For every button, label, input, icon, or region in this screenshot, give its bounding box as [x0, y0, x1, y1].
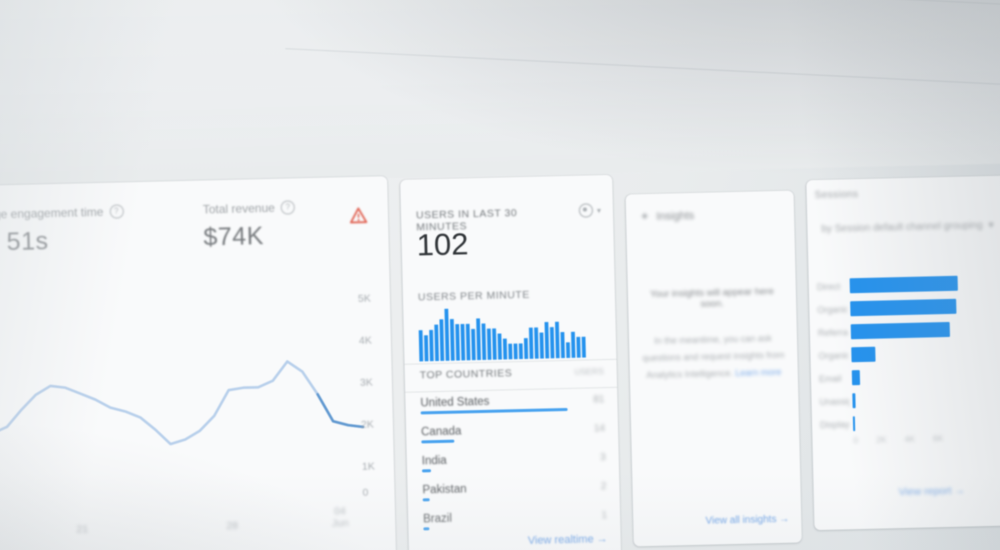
- channel-bar: [850, 321, 951, 340]
- metric-total-revenue: Total revenue ? $74K: [203, 200, 296, 252]
- channel-row: Organic Search: [817, 295, 1000, 317]
- x-axis-tick: 21: [76, 523, 89, 536]
- country-bar: [421, 469, 432, 473]
- y-axis-tick: 4K: [358, 334, 372, 347]
- insights-body: Your insights will appear here soon. In …: [638, 286, 788, 385]
- channel-label: Organic Social: [818, 349, 849, 361]
- channel-x-tick: 6K: [932, 433, 944, 444]
- top-countries-list: United States 81 Canada 14: [420, 393, 607, 542]
- x-axis-tick: 28: [226, 519, 239, 533]
- view-all-insights-link[interactable]: View all insights →: [705, 513, 790, 527]
- channel-x-tick: 2K: [876, 434, 887, 445]
- channel-row: Email: [819, 364, 1000, 386]
- metric-engagement-time: Average engagement time ? 1m 51s: [0, 204, 124, 258]
- country-users: 2: [600, 481, 607, 493]
- country-bar: [423, 527, 429, 531]
- channel-label: Display: [819, 418, 850, 430]
- screen-reflection-line: [285, 48, 1000, 96]
- users-column-header: USERS: [574, 366, 604, 377]
- channel-row: Direct: [817, 272, 1000, 294]
- y-axis-tick: 2K: [360, 418, 374, 431]
- country-users: 81: [593, 394, 605, 406]
- country-users: 1: [601, 510, 608, 522]
- info-icon[interactable]: ?: [109, 204, 124, 219]
- country-row: Canada 14: [421, 422, 606, 455]
- sparkle-icon: ✦: [639, 210, 650, 224]
- country-bar: [420, 407, 568, 415]
- channel-x-axis-labels: 0 2K 4K 6K: [853, 433, 943, 445]
- cards-row: Average engagement time ? 1m 51s Total r…: [0, 163, 1000, 550]
- y-axis-tick: 1K: [361, 460, 375, 473]
- status-indicator-icon: [578, 203, 594, 218]
- country-name: Canada: [420, 425, 462, 439]
- channel-row: Display: [820, 410, 1000, 432]
- metric-value: $74K: [203, 222, 265, 252]
- insights-title: Insights: [656, 209, 695, 223]
- realtime-users-card: USERS IN LAST 30 MINUTES ▾ 102 USERS PER…: [400, 174, 623, 550]
- users-per-minute-bar-chart: [418, 308, 586, 362]
- y-axis-tick: 3K: [359, 376, 373, 389]
- trend-line-chart: [0, 360, 365, 446]
- view-report-link[interactable]: View report →: [898, 484, 966, 499]
- channel-x-tick: 0: [853, 435, 859, 446]
- realtime-user-count: 102: [416, 226, 469, 263]
- country-name: United States: [420, 395, 490, 410]
- metric-label: Average engagement time: [0, 204, 104, 223]
- top-countries-title: TOP COUNTRIES: [419, 367, 513, 382]
- country-name: Pakistan: [422, 483, 467, 497]
- channel-x-tick: 4K: [904, 433, 916, 445]
- channel-bar-chart: Direct Organic Search Referral Organic Soci…: [817, 272, 1000, 440]
- learn-more-link[interactable]: Learn more: [735, 367, 782, 379]
- y-axis-tick: 0: [362, 486, 369, 499]
- view-realtime-link[interactable]: View realtime →: [527, 533, 608, 547]
- users-per-minute-label: USERS PER MINUTE: [417, 288, 530, 304]
- channels-card-title: Sessions: [814, 189, 859, 202]
- metric-value: 1m 51s: [0, 227, 49, 257]
- country-row: Pakistan 2: [422, 480, 607, 513]
- channel-label: Direct: [816, 281, 841, 292]
- y-axis-tick: 5K: [357, 292, 371, 305]
- channel-row: Organic Social: [818, 341, 1000, 363]
- insights-intro-text: Your insights will appear here soon.: [649, 286, 774, 310]
- channel-bar: [852, 416, 855, 432]
- channel-label: Organic Search: [817, 303, 848, 315]
- channel-row: Unassigned: [819, 387, 1000, 409]
- country-row: United States 81: [420, 393, 605, 426]
- chevron-down-icon: ▾: [596, 205, 602, 215]
- screen-reflection-line: [353, 0, 1000, 16]
- country-name: India: [421, 454, 447, 468]
- sessions-by-channel-card: Sessions by Session default channel grou…: [806, 172, 1000, 531]
- channel-bar: [851, 370, 861, 386]
- channels-subtitle: by Session default channel grouping: [821, 220, 983, 235]
- country-bar: [422, 498, 431, 502]
- metrics-summary-card: Average engagement time ? 1m 51s Total r…: [0, 176, 398, 550]
- channel-label: Unassigned: [819, 395, 850, 407]
- x-axis-tick: 04 Jun: [331, 505, 349, 530]
- channel-row: Referral: [818, 318, 1000, 340]
- channel-bar: [852, 393, 856, 409]
- insights-header: ✦ Insights: [640, 209, 694, 223]
- chevron-down-icon: ▾: [988, 219, 994, 231]
- channel-label: Email: [818, 373, 842, 384]
- info-icon[interactable]: ?: [280, 200, 295, 215]
- warning-icon[interactable]: [349, 207, 369, 229]
- realtime-status-control[interactable]: ▾: [578, 203, 602, 218]
- country-users: 3: [600, 452, 606, 464]
- channel-bar: [850, 298, 957, 317]
- country-row: India 3: [422, 451, 607, 484]
- country-name: Brazil: [423, 512, 453, 526]
- channel-bar: [849, 275, 959, 294]
- channel-label: Referral: [817, 326, 848, 338]
- channel-bar: [851, 346, 876, 363]
- country-users: 14: [593, 423, 606, 435]
- metric-label: Total revenue: [202, 200, 275, 217]
- country-bar: [421, 439, 455, 444]
- divider: [405, 386, 618, 393]
- page-header-area: [0, 0, 1000, 191]
- channels-dimension-selector[interactable]: by Session default channel grouping ▾: [821, 220, 993, 235]
- insights-card: ✦ Insights Your insights will appear her…: [625, 190, 802, 547]
